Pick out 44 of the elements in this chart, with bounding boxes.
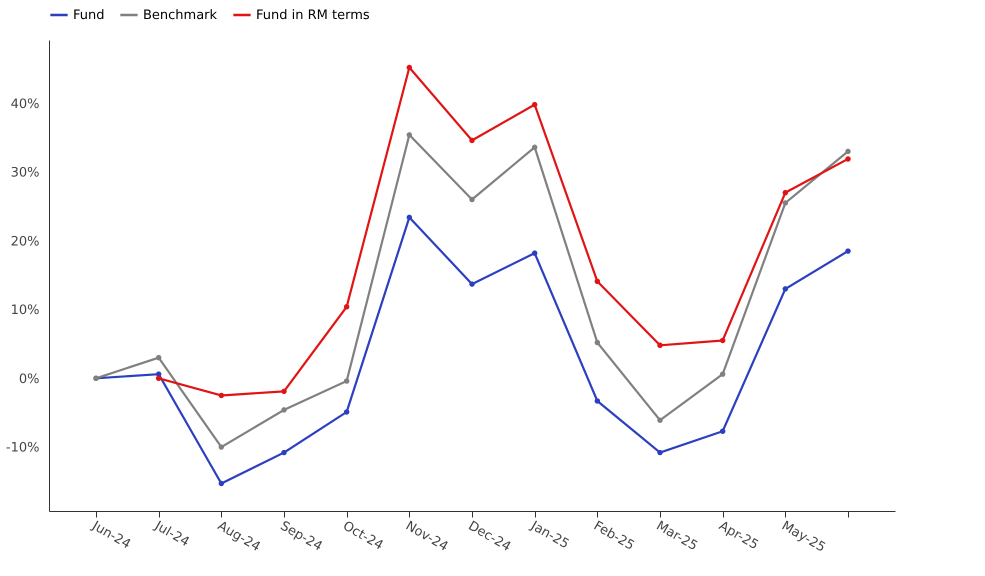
point <box>845 248 851 254</box>
point <box>782 200 788 206</box>
point <box>344 409 350 415</box>
point <box>281 450 287 456</box>
point <box>406 64 412 70</box>
point <box>532 102 538 108</box>
y-tick-label: 20% <box>10 234 40 250</box>
point <box>720 371 726 377</box>
point <box>406 132 412 138</box>
point <box>720 428 726 434</box>
y-tick-label: 10% <box>10 303 40 318</box>
y-tick-label: 40% <box>10 96 40 112</box>
point <box>344 378 350 384</box>
point <box>469 281 475 287</box>
point <box>720 338 726 344</box>
point <box>657 418 663 423</box>
point <box>156 376 162 382</box>
point <box>156 354 162 360</box>
point <box>406 214 412 220</box>
point <box>469 196 475 202</box>
point <box>657 450 663 456</box>
y-tick-label: 30% <box>10 166 40 181</box>
point <box>594 340 600 346</box>
point <box>281 388 287 394</box>
legend-label: Fund <box>73 8 104 23</box>
point <box>782 286 788 292</box>
point <box>469 138 475 144</box>
point <box>845 148 851 154</box>
point <box>657 342 663 348</box>
point <box>532 144 538 150</box>
point <box>594 398 600 404</box>
point <box>281 407 287 413</box>
point <box>782 190 788 196</box>
point <box>218 480 224 486</box>
point <box>218 392 224 398</box>
point <box>344 304 350 310</box>
point <box>594 278 600 284</box>
legend-label: Benchmark <box>143 8 218 23</box>
y-tick-label: -10% <box>6 440 40 456</box>
point <box>218 444 224 450</box>
y-tick-label: 0% <box>18 372 40 387</box>
point <box>845 156 851 162</box>
point <box>532 250 538 256</box>
legend-label: Fund in RM terms <box>256 8 370 23</box>
